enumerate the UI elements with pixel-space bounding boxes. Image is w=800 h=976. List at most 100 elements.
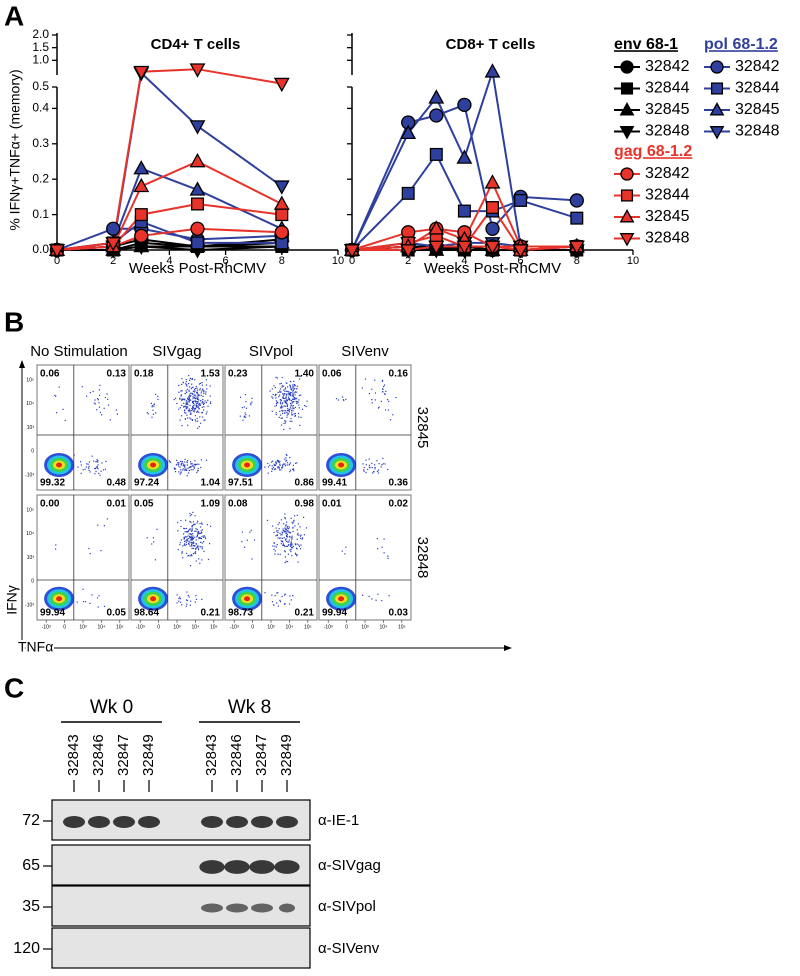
event-dot — [187, 540, 189, 542]
event-dot — [183, 410, 186, 412]
y-tick-label: 10⁵ — [26, 377, 34, 383]
event-dot — [98, 402, 100, 404]
x-axis-label: TNFα — [18, 639, 53, 655]
event-dot — [275, 414, 277, 416]
event-dot — [292, 386, 294, 388]
quadrant-value: 97.24 — [134, 478, 159, 489]
event-dot — [191, 538, 193, 541]
event-dot — [293, 470, 295, 472]
event-dot — [284, 518, 286, 520]
event-dot — [183, 465, 185, 467]
event-dot — [272, 397, 274, 399]
marker — [134, 228, 149, 243]
event-dot — [204, 419, 206, 421]
band — [279, 903, 295, 913]
event-dot — [284, 556, 286, 558]
event-dot — [187, 406, 189, 408]
event-dot — [286, 459, 288, 461]
event-dot — [279, 399, 281, 401]
event-dot — [273, 385, 275, 387]
legend-group-title: gag 68-1.2 — [614, 143, 692, 160]
event-dot — [192, 553, 195, 555]
event-dot — [279, 394, 281, 396]
event-dot — [288, 541, 290, 543]
event-dot — [245, 407, 248, 409]
event-dot — [210, 402, 212, 404]
marker — [106, 221, 121, 236]
event-dot — [182, 557, 184, 559]
event-dot — [274, 394, 276, 397]
event-dot — [153, 541, 155, 543]
event-dot — [249, 531, 251, 533]
marker — [190, 221, 205, 236]
x-tick-label: 10⁴ — [380, 624, 388, 630]
event-dot — [179, 419, 181, 421]
event-dot — [280, 406, 282, 408]
event-dot — [286, 540, 288, 542]
event-dot — [186, 538, 188, 540]
event-dot — [285, 525, 287, 527]
event-dot — [189, 565, 192, 567]
event-dot — [388, 400, 390, 402]
event-dot — [273, 465, 275, 467]
marker — [620, 60, 634, 74]
column-header: No Stimulation — [30, 343, 128, 360]
event-dot — [375, 599, 377, 601]
event-dot — [181, 390, 183, 392]
event-dot — [191, 525, 193, 527]
event-dot — [287, 531, 289, 533]
event-dot — [103, 525, 105, 527]
event-dot — [272, 545, 274, 547]
flow-plot: 0.06 0.13 99.32 0.48 — [36, 364, 130, 491]
event-dot — [297, 401, 299, 403]
event-dot — [294, 397, 296, 399]
event-dot — [205, 537, 207, 540]
event-dot — [200, 530, 202, 532]
quadrant-value: 0.08 — [228, 499, 248, 510]
event-dot — [279, 410, 281, 412]
event-dot — [286, 533, 288, 535]
marker — [428, 220, 445, 235]
event-dot — [368, 595, 370, 597]
event-dot — [191, 387, 193, 389]
event-dot — [95, 470, 97, 472]
event-dot — [98, 406, 101, 408]
event-dot — [190, 529, 192, 531]
marker — [344, 244, 360, 259]
event-dot — [281, 531, 283, 533]
event-dot — [296, 462, 298, 464]
event-dot — [290, 537, 292, 539]
event-dot — [184, 418, 186, 420]
marker — [189, 120, 206, 135]
event-dot — [192, 392, 194, 394]
event-dot — [190, 539, 192, 541]
event-dot — [378, 406, 380, 408]
event-dot — [191, 527, 193, 529]
event-dot — [285, 405, 287, 407]
event-dot — [285, 394, 287, 396]
event-dot — [246, 539, 248, 541]
event-dot — [183, 405, 185, 407]
event-dot — [189, 528, 191, 530]
event-dot — [183, 398, 185, 400]
event-dot — [151, 416, 153, 418]
event-dot — [292, 530, 294, 533]
event-dot — [191, 536, 193, 538]
event-dot — [284, 527, 286, 529]
event-dot — [284, 603, 286, 605]
lane-label: 32843 — [203, 734, 220, 776]
event-dot — [152, 409, 154, 411]
event-dot — [374, 464, 376, 466]
event-dot — [290, 418, 292, 420]
event-dot — [203, 409, 205, 411]
event-dot — [189, 512, 191, 515]
event-dot — [190, 533, 192, 535]
event-dot — [275, 462, 278, 464]
event-dot — [271, 601, 273, 603]
event-dot — [182, 399, 184, 401]
event-dot — [194, 400, 196, 402]
event-dot — [191, 524, 193, 527]
event-dot — [188, 467, 190, 469]
event-dot — [368, 393, 370, 395]
event-dot — [103, 605, 106, 607]
